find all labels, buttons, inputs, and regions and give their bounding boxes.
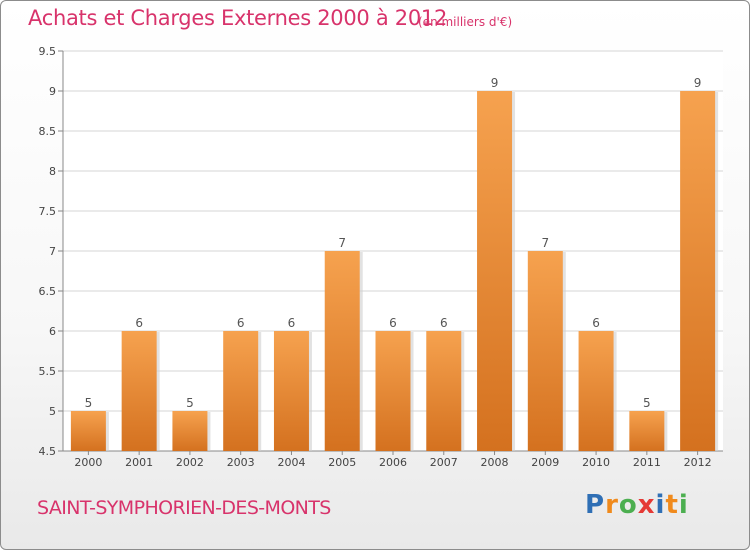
logo-letter: i bbox=[655, 490, 666, 520]
data-label: 6 bbox=[288, 316, 296, 330]
y-tick-label: 8.5 bbox=[39, 125, 57, 138]
y-tick-label: 5 bbox=[49, 405, 56, 418]
bar-2004 bbox=[273, 331, 309, 451]
bar-2012 bbox=[680, 91, 716, 451]
data-label: 6 bbox=[592, 316, 600, 330]
data-label: 7 bbox=[541, 236, 549, 250]
y-tick-label: 6 bbox=[49, 325, 56, 338]
x-tick-label: 2006 bbox=[379, 456, 407, 469]
commune-name: SAINT-SYMPHORIEN-DES-MONTS bbox=[37, 497, 331, 519]
x-tick-label: 2003 bbox=[227, 456, 255, 469]
x-tick-label: 2007 bbox=[430, 456, 458, 469]
bar-2010 bbox=[578, 331, 614, 451]
bar-2003 bbox=[223, 331, 259, 451]
data-label: 5 bbox=[85, 396, 93, 410]
x-tick-label: 2012 bbox=[684, 456, 712, 469]
x-tick-label: 2008 bbox=[481, 456, 509, 469]
bar-2005 bbox=[324, 251, 360, 451]
bar-2001 bbox=[121, 331, 157, 451]
logo-letter: i bbox=[678, 490, 689, 520]
logo-letter: P bbox=[585, 490, 606, 520]
bar-2009 bbox=[527, 251, 563, 451]
x-tick-label: 2005 bbox=[328, 456, 356, 469]
data-label: 5 bbox=[186, 396, 194, 410]
bar-2007 bbox=[426, 331, 462, 451]
logo-letter: t bbox=[665, 490, 679, 520]
y-tick-label: 5.5 bbox=[39, 365, 57, 378]
y-tick-label: 9 bbox=[49, 85, 56, 98]
data-label: 6 bbox=[237, 316, 245, 330]
data-label: 6 bbox=[135, 316, 143, 330]
data-label: 6 bbox=[389, 316, 397, 330]
bar-2006 bbox=[375, 331, 411, 451]
x-tick-label: 2011 bbox=[633, 456, 661, 469]
y-tick-label: 9.5 bbox=[39, 45, 57, 58]
x-tick-label: 2001 bbox=[125, 456, 153, 469]
y-tick-label: 4.5 bbox=[39, 445, 57, 458]
y-tick-label: 6.5 bbox=[39, 285, 57, 298]
x-tick-label: 2010 bbox=[582, 456, 610, 469]
x-tick-label: 2009 bbox=[531, 456, 559, 469]
y-tick-label: 8 bbox=[49, 165, 56, 178]
bar-2011 bbox=[629, 411, 665, 451]
data-label: 5 bbox=[643, 396, 651, 410]
data-label: 7 bbox=[338, 236, 346, 250]
chart-title: Achats et Charges Externes 2000 à 2012 bbox=[28, 6, 448, 30]
data-label: 9 bbox=[491, 76, 499, 90]
proxiti-logo: Proxiti bbox=[585, 490, 689, 520]
bar-2000 bbox=[70, 411, 106, 451]
data-label: 6 bbox=[440, 316, 448, 330]
x-tick-label: 2000 bbox=[74, 456, 102, 469]
logo-letter: r bbox=[605, 490, 619, 520]
y-tick-label: 7 bbox=[49, 245, 56, 258]
bar-2008 bbox=[477, 91, 513, 451]
y-tick-label: 7.5 bbox=[39, 205, 57, 218]
logo-letter: x bbox=[637, 490, 656, 520]
bar-2002 bbox=[172, 411, 208, 451]
data-label: 9 bbox=[694, 76, 702, 90]
x-tick-label: 2002 bbox=[176, 456, 204, 469]
chart-subtitle: (en milliers d'€) bbox=[418, 15, 513, 29]
x-tick-label: 2004 bbox=[277, 456, 305, 469]
logo-letter: o bbox=[618, 490, 638, 520]
